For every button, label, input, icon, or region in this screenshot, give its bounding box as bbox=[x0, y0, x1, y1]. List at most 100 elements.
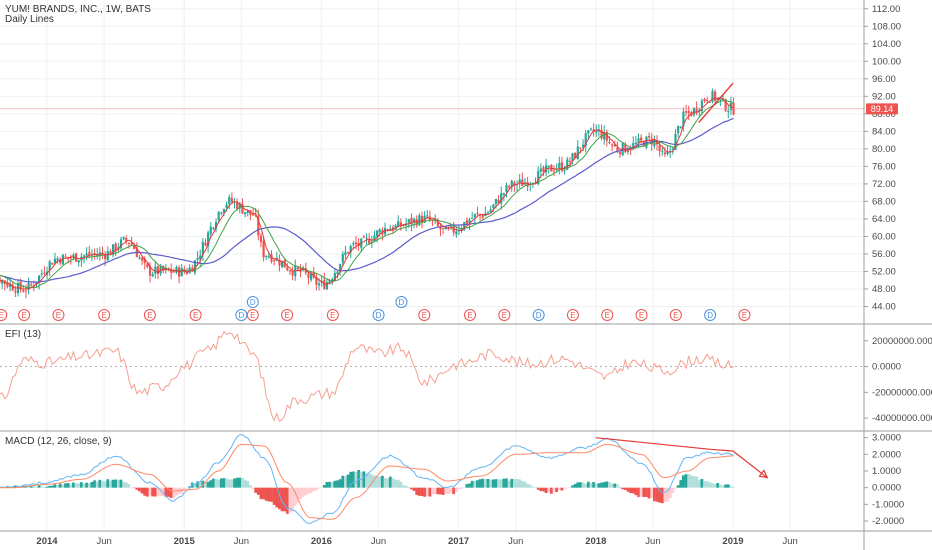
macd-histogram-bar bbox=[217, 479, 221, 488]
earnings-marker-icon[interactable] bbox=[326, 309, 339, 321]
earnings-marker-icon[interactable] bbox=[281, 309, 294, 321]
macd-histogram-bar bbox=[164, 487, 168, 497]
candle-body bbox=[262, 240, 265, 258]
time-axis-label: Jun bbox=[645, 536, 660, 547]
earnings-marker-icon[interactable] bbox=[635, 309, 648, 321]
candle-body bbox=[684, 111, 688, 113]
macd-histogram-bar bbox=[663, 487, 667, 503]
candle-body bbox=[455, 231, 458, 235]
macd-histogram-bar bbox=[172, 487, 176, 498]
candle-body bbox=[243, 212, 247, 215]
earnings-marker-icon[interactable] bbox=[498, 309, 511, 321]
candle-body bbox=[394, 225, 397, 230]
macd-histogram-bar bbox=[568, 487, 572, 488]
candle-body bbox=[362, 236, 366, 238]
macd-histogram-bar bbox=[370, 474, 374, 488]
dividend-marker-icon[interactable] bbox=[395, 296, 408, 308]
candle-body bbox=[341, 253, 344, 263]
dividend-marker-icon[interactable] bbox=[704, 309, 717, 321]
macd-histogram-bar bbox=[233, 478, 236, 488]
macd-pane[interactable] bbox=[0, 434, 769, 524]
candle-body bbox=[418, 215, 421, 226]
earnings-marker-icon[interactable] bbox=[738, 309, 751, 321]
candle-body bbox=[426, 215, 429, 217]
candle-body bbox=[317, 283, 321, 286]
candle-body bbox=[77, 260, 80, 263]
candle-body bbox=[193, 260, 197, 273]
time-axis-labels[interactable]: 2014 Jun 2015 Jun 2016 Jun 2017 Jun 2018 Jun 2019 J… bbox=[36, 536, 797, 547]
macd-histogram-bar bbox=[674, 487, 677, 489]
earnings-marker-icon[interactable] bbox=[669, 309, 682, 321]
price-axis-label: 44.00 bbox=[872, 301, 896, 312]
candle-body bbox=[138, 257, 141, 259]
macd-histogram-bar bbox=[322, 484, 326, 488]
candle-body bbox=[315, 276, 318, 285]
macd-histogram-bar bbox=[375, 475, 379, 488]
candle-body bbox=[637, 138, 640, 144]
candle-body bbox=[574, 152, 577, 159]
macd-histogram-bar bbox=[454, 487, 458, 492]
macd-histogram-bar bbox=[589, 483, 593, 488]
dividend-marker-icon[interactable] bbox=[532, 309, 545, 321]
macd-histogram-bar bbox=[515, 479, 519, 488]
earnings-marker-icon[interactable] bbox=[0, 309, 8, 321]
earnings-marker-icon[interactable] bbox=[418, 309, 431, 321]
macd-histogram-bar bbox=[431, 487, 434, 495]
candle-body bbox=[286, 267, 289, 271]
earnings-marker-icon[interactable] bbox=[601, 309, 614, 321]
candle-body bbox=[671, 148, 674, 151]
earnings-marker-icon[interactable] bbox=[464, 309, 477, 321]
macd-histogram-bar bbox=[523, 481, 527, 488]
price-pane[interactable]: DDDDEEEEEEDEEEDEEEDEEEEDE bbox=[0, 82, 864, 321]
dividend-marker-icon[interactable] bbox=[372, 309, 385, 321]
candle-body bbox=[82, 255, 86, 258]
candle-body bbox=[497, 199, 500, 204]
candle-body bbox=[143, 258, 146, 264]
macd-histogram-bar bbox=[555, 487, 559, 492]
candle-body bbox=[661, 150, 664, 152]
macd-histogram-bar bbox=[584, 483, 588, 488]
earnings-marker-icon[interactable] bbox=[566, 309, 579, 321]
macd-histogram-bar bbox=[153, 487, 157, 497]
earnings-marker-icon[interactable] bbox=[246, 309, 259, 321]
macd-histogram-bar bbox=[615, 484, 619, 488]
macd-histogram-bar bbox=[206, 481, 210, 488]
macd-histogram-bar bbox=[645, 487, 648, 497]
time-axis-label: 2016 bbox=[311, 536, 332, 547]
candle-body bbox=[434, 220, 437, 222]
efi-title: EFI (13) bbox=[5, 329, 41, 340]
price-axis-label: 80.00 bbox=[872, 144, 896, 155]
macd-histogram-bar bbox=[447, 487, 450, 495]
macd-histogram-bar bbox=[439, 487, 442, 495]
candle-body bbox=[267, 256, 270, 258]
macd-histogram-bar bbox=[639, 487, 643, 497]
candle-body bbox=[690, 112, 693, 116]
macd-histogram-bar bbox=[259, 487, 263, 500]
candle-body bbox=[410, 217, 413, 225]
earnings-marker-icon[interactable] bbox=[98, 309, 111, 321]
macd-trendline[interactable] bbox=[595, 437, 768, 479]
earnings-marker-icon[interactable] bbox=[52, 309, 65, 321]
candle-body bbox=[542, 167, 545, 172]
macd-histogram-bar bbox=[32, 486, 36, 488]
earnings-marker-icon[interactable] bbox=[18, 309, 31, 321]
candle-body bbox=[288, 270, 292, 272]
earnings-marker-icon[interactable] bbox=[189, 309, 202, 321]
efi-axis-labels[interactable]: 20000000.0000 0.0000 -20000000.0000 -400000… bbox=[864, 336, 932, 424]
candle-body bbox=[67, 256, 70, 259]
candle-body bbox=[101, 252, 104, 254]
event-markers[interactable]: DDDDEEEEEEDEEEDEEEDEEEEDE bbox=[0, 296, 751, 321]
macd-histogram-bar bbox=[138, 487, 141, 492]
earnings-marker-icon[interactable] bbox=[143, 309, 156, 321]
price-trendline[interactable] bbox=[698, 82, 734, 124]
efi-pane[interactable] bbox=[0, 330, 864, 422]
dividend-marker-icon[interactable] bbox=[246, 296, 259, 308]
earnings-marker-label: E bbox=[673, 311, 678, 320]
price-axis-label: 92.00 bbox=[872, 91, 896, 102]
last-price-value: 89.14 bbox=[871, 104, 894, 114]
macd-axis-labels[interactable]: 3.0000 2.0000 1.0000 0.0000 -1.0000 -2.0000 bbox=[864, 433, 904, 527]
macd-axis-label: 2.0000 bbox=[872, 449, 901, 460]
price-axis-labels[interactable]: 112.00108.00104.00100.0096.0092.0088.008… bbox=[864, 4, 901, 313]
macd-histogram-bar bbox=[106, 479, 110, 488]
